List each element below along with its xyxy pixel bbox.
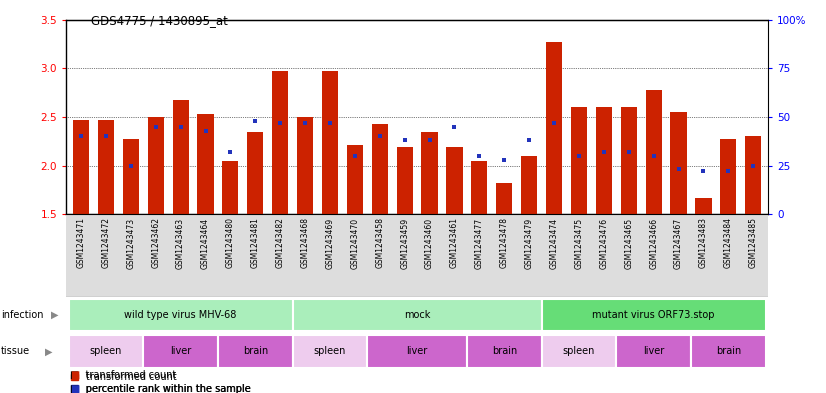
Text: GSM1243466: GSM1243466 [649, 217, 658, 268]
Text: GSM1243476: GSM1243476 [600, 217, 609, 268]
FancyBboxPatch shape [616, 335, 691, 367]
Bar [472, 161, 487, 214]
Bar [97, 120, 114, 214]
Text: brain: brain [491, 346, 517, 356]
Text: infection: infection [1, 310, 43, 320]
Text: GSM1243481: GSM1243481 [251, 217, 260, 268]
Text: tissue: tissue [1, 346, 30, 356]
Text: ▶: ▶ [45, 346, 53, 356]
Bar [620, 107, 637, 214]
Text: GSM1243467: GSM1243467 [674, 217, 683, 268]
Bar [571, 107, 587, 214]
Text: mutant virus ORF73.stop: mutant virus ORF73.stop [592, 310, 715, 320]
Text: GSM1243475: GSM1243475 [574, 217, 583, 268]
Bar [521, 156, 537, 214]
Text: GSM1243458: GSM1243458 [375, 217, 384, 268]
Text: GSM1243463: GSM1243463 [176, 217, 185, 268]
FancyBboxPatch shape [292, 299, 542, 331]
Bar [596, 107, 612, 214]
Bar [173, 100, 188, 214]
Text: GSM1243485: GSM1243485 [748, 217, 757, 268]
Text: liver: liver [406, 346, 428, 356]
Bar [546, 42, 563, 214]
Text: GSM1243479: GSM1243479 [525, 217, 534, 268]
FancyBboxPatch shape [69, 335, 143, 367]
Bar [695, 198, 711, 214]
Text: GSM1243477: GSM1243477 [475, 217, 484, 268]
Bar [73, 120, 89, 214]
Text: GSM1243460: GSM1243460 [425, 217, 434, 268]
Bar [322, 71, 338, 214]
Bar [646, 90, 662, 214]
FancyBboxPatch shape [691, 335, 766, 367]
Text: spleen: spleen [563, 346, 596, 356]
Bar [496, 183, 512, 214]
Text: ■  transformed count: ■ transformed count [70, 370, 177, 380]
Legend: transformed count, percentile rank within the sample: transformed count, percentile rank withi… [71, 372, 250, 393]
Text: GSM1243464: GSM1243464 [201, 217, 210, 268]
Text: wild type virus MHV-68: wild type virus MHV-68 [125, 310, 237, 320]
FancyBboxPatch shape [218, 335, 292, 367]
Bar [396, 147, 413, 214]
Text: GDS4775 / 1430895_at: GDS4775 / 1430895_at [91, 14, 228, 27]
Text: ■: ■ [70, 370, 79, 380]
Text: GSM1243465: GSM1243465 [624, 217, 634, 268]
Bar [446, 147, 463, 214]
FancyBboxPatch shape [542, 335, 616, 367]
Bar [297, 117, 313, 214]
FancyBboxPatch shape [143, 335, 218, 367]
Text: ■  percentile rank within the sample: ■ percentile rank within the sample [70, 384, 251, 393]
FancyBboxPatch shape [292, 335, 368, 367]
Bar [247, 132, 263, 214]
Bar [372, 124, 388, 214]
Bar [272, 71, 288, 214]
FancyBboxPatch shape [368, 335, 467, 367]
Text: GSM1243471: GSM1243471 [77, 217, 86, 268]
Text: spleen: spleen [314, 346, 346, 356]
Bar [197, 114, 214, 214]
Text: GSM1243482: GSM1243482 [276, 217, 285, 268]
Text: liver: liver [170, 346, 192, 356]
Text: GSM1243459: GSM1243459 [400, 217, 409, 268]
Text: liver: liver [643, 346, 664, 356]
Text: spleen: spleen [90, 346, 122, 356]
Text: GSM1243462: GSM1243462 [151, 217, 160, 268]
Text: GSM1243478: GSM1243478 [500, 217, 509, 268]
Text: GSM1243480: GSM1243480 [225, 217, 235, 268]
Bar [745, 136, 762, 214]
Text: GSM1243469: GSM1243469 [325, 217, 335, 268]
Bar [148, 117, 164, 214]
Text: GSM1243484: GSM1243484 [724, 217, 733, 268]
Bar [720, 139, 737, 214]
Bar [421, 132, 438, 214]
Bar [347, 145, 363, 214]
Text: brain: brain [715, 346, 741, 356]
Text: GSM1243470: GSM1243470 [350, 217, 359, 268]
Text: GSM1243473: GSM1243473 [126, 217, 135, 268]
Text: brain: brain [243, 346, 268, 356]
FancyBboxPatch shape [542, 299, 766, 331]
Text: GSM1243483: GSM1243483 [699, 217, 708, 268]
Text: GSM1243461: GSM1243461 [450, 217, 459, 268]
Bar [123, 139, 139, 214]
Bar [671, 112, 686, 214]
Text: GSM1243472: GSM1243472 [102, 217, 111, 268]
FancyBboxPatch shape [69, 299, 292, 331]
FancyBboxPatch shape [467, 335, 542, 367]
Text: ■: ■ [70, 384, 79, 393]
Bar [222, 161, 239, 214]
Text: GSM1243468: GSM1243468 [301, 217, 310, 268]
Text: mock: mock [404, 310, 430, 320]
Text: GSM1243474: GSM1243474 [549, 217, 558, 268]
Text: ▶: ▶ [51, 310, 59, 320]
